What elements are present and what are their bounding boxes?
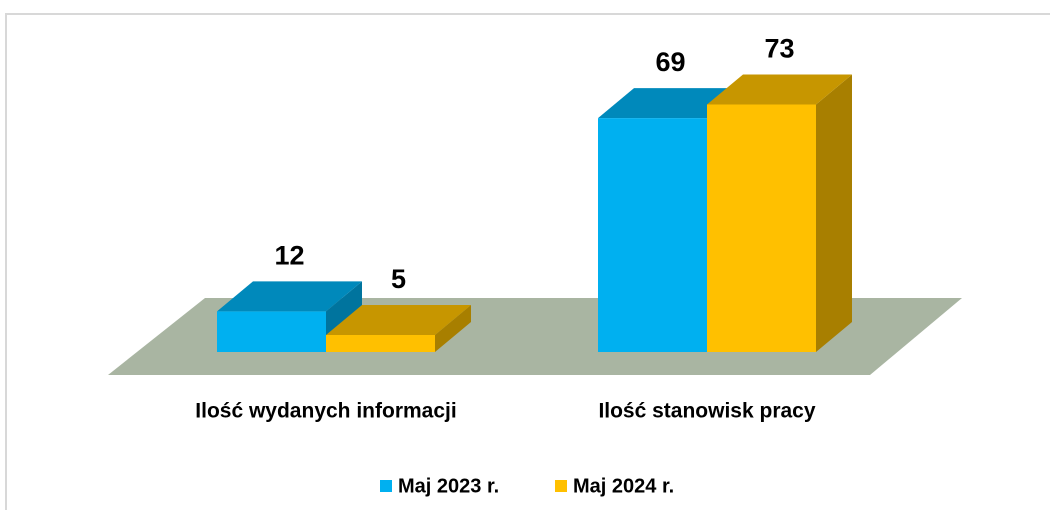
bar-front (326, 335, 435, 352)
bar-front (598, 118, 707, 352)
bar-side (435, 305, 471, 352)
value-label: 5 (391, 264, 406, 294)
bar-front (707, 104, 816, 352)
x-tick-label: Ilość stanowisk pracy (598, 400, 815, 423)
bar-top (217, 281, 362, 312)
bar-top (707, 74, 852, 105)
value-label: 69 (655, 47, 685, 77)
legend-label: Maj 2024 r. (573, 475, 674, 497)
chart-area (5, 13, 1050, 510)
bar-front (217, 311, 326, 352)
x-tick-label: Ilość wydanych informacji (195, 400, 456, 423)
value-label: 12 (274, 240, 304, 270)
legend-swatch (555, 480, 567, 492)
bar (326, 305, 471, 352)
value-label: 73 (764, 34, 794, 64)
bar (707, 74, 852, 352)
legend-label: Maj 2023 r. (398, 475, 499, 497)
bar-side (816, 74, 852, 352)
bar-top (598, 88, 743, 119)
legend-swatch (380, 480, 392, 492)
bar-top (326, 305, 471, 336)
